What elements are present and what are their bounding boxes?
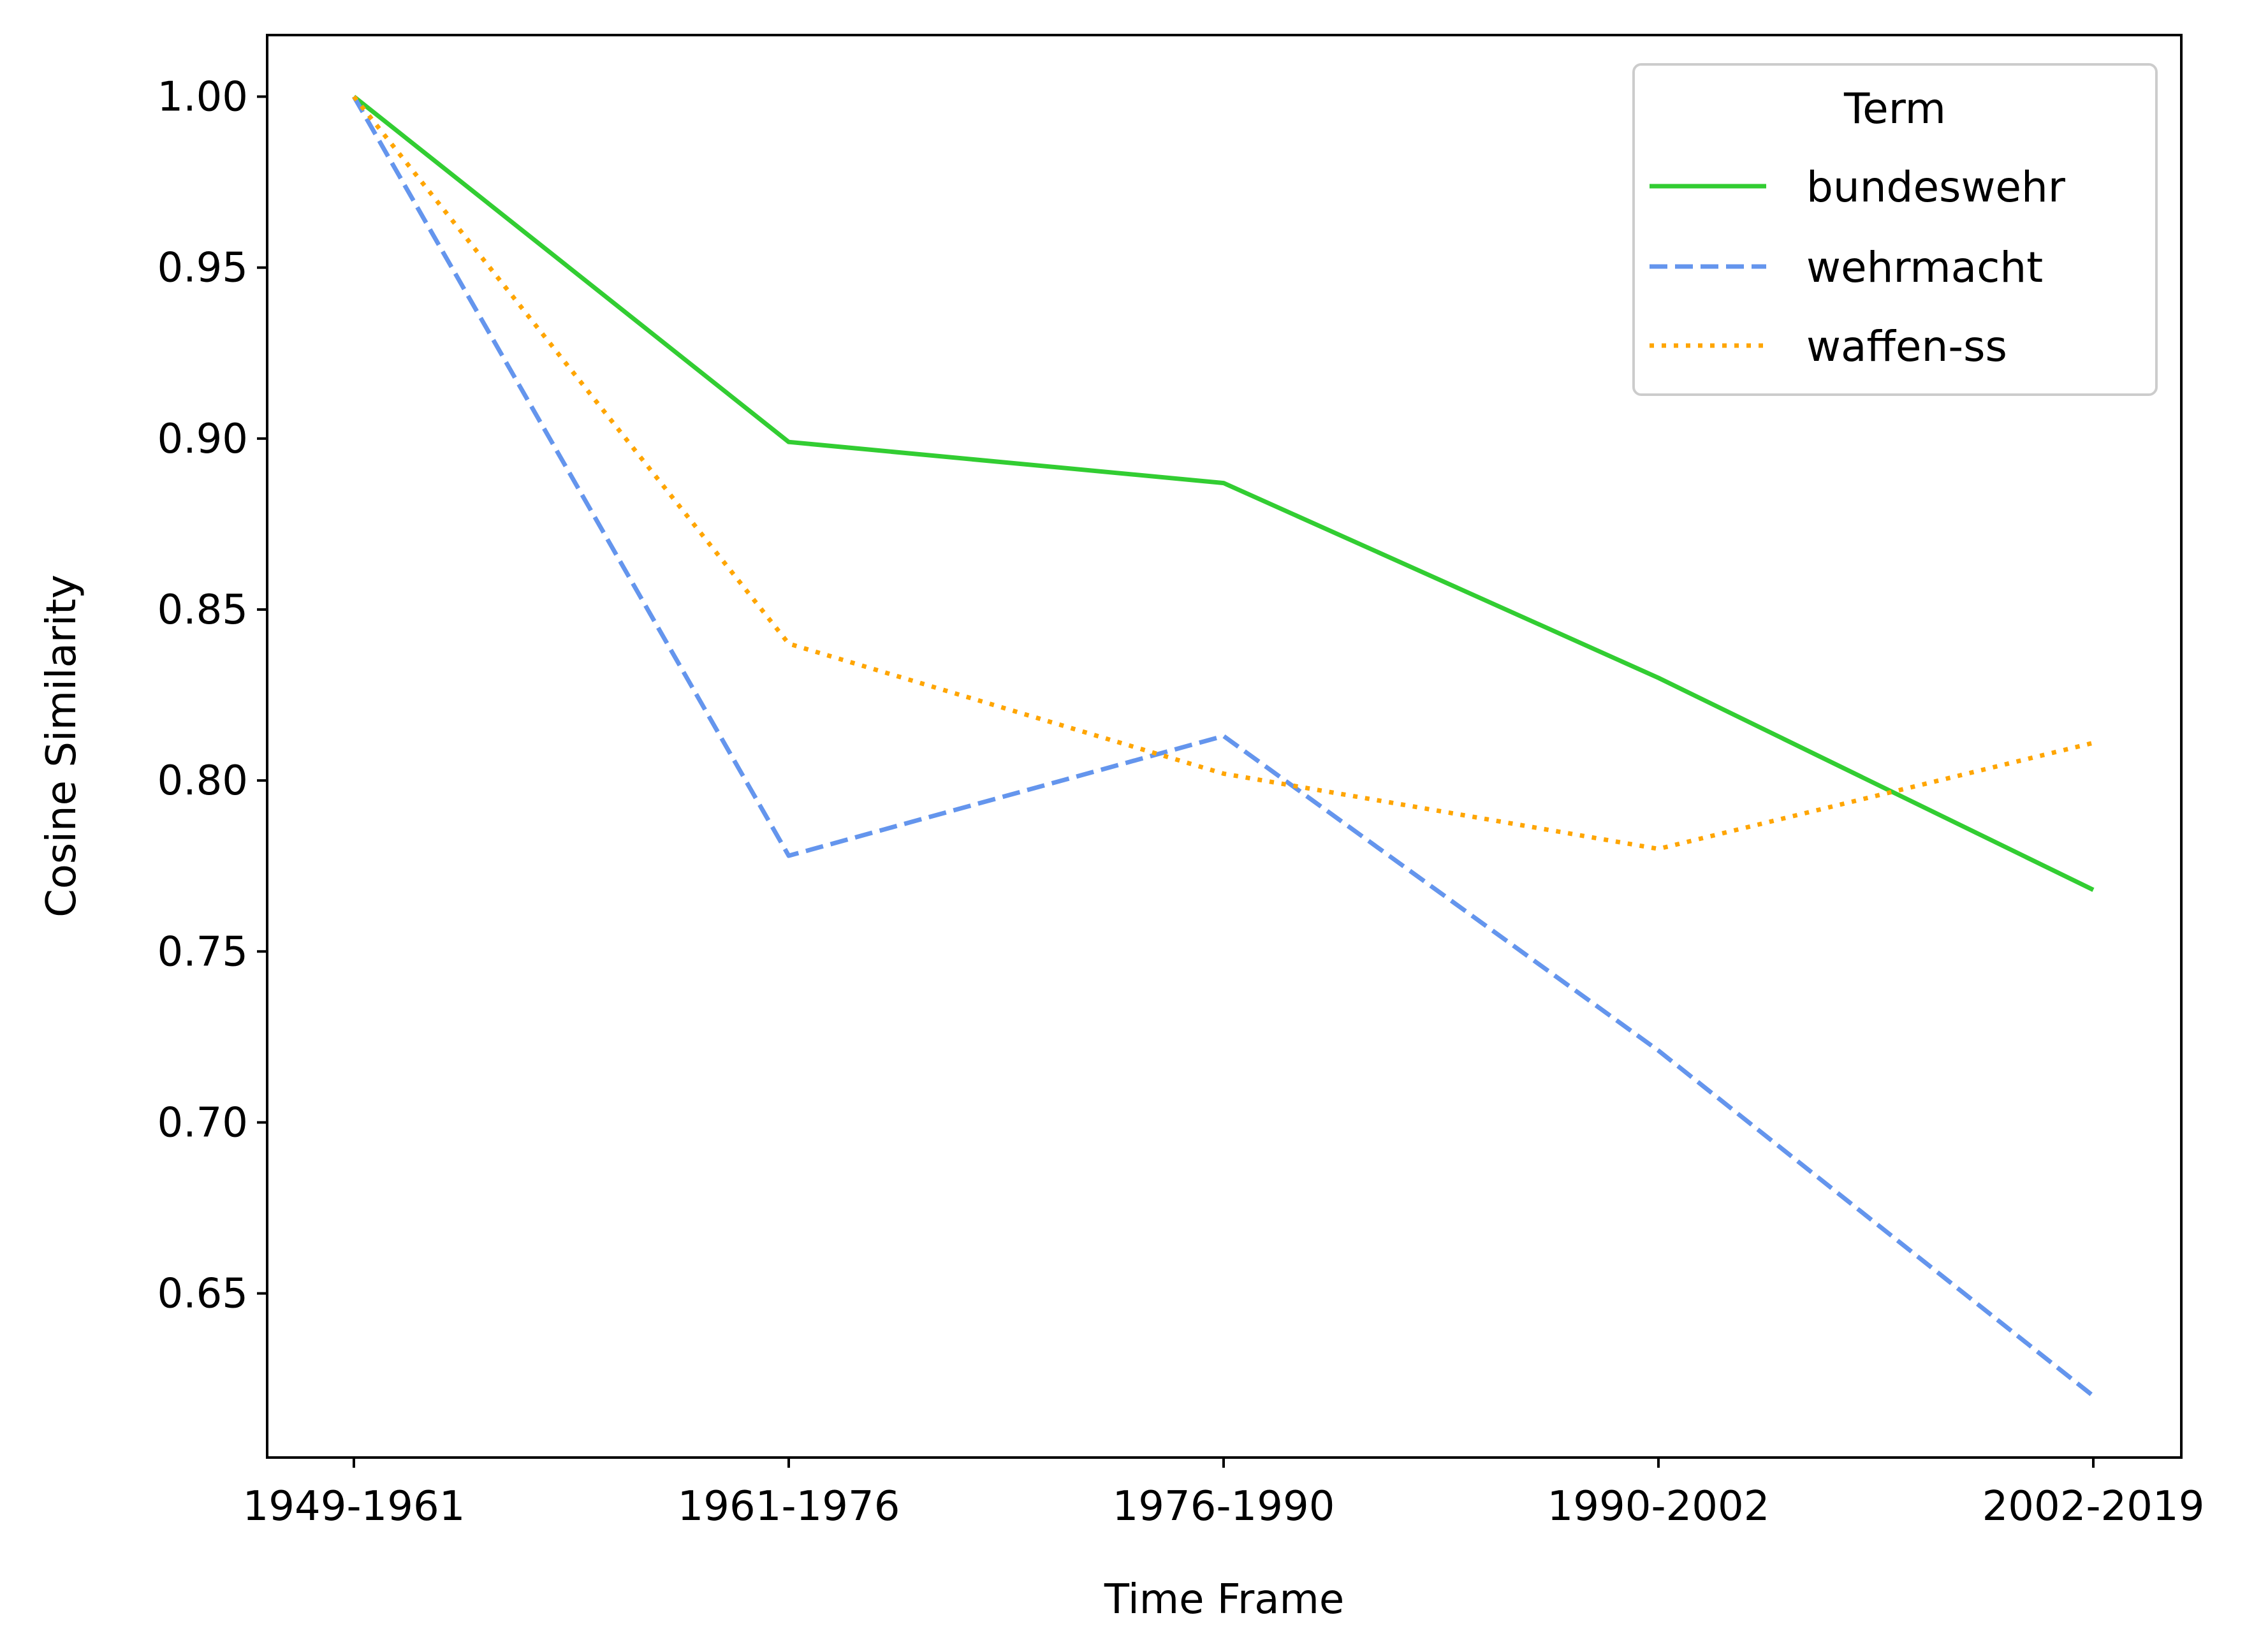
series-line-bundeswehr bbox=[352, 94, 2095, 892]
y-tick-label: 0.95 bbox=[157, 245, 249, 292]
x-tick-label: 1949-1961 bbox=[243, 1483, 465, 1530]
x-tick-label: 2002-2019 bbox=[1982, 1483, 2205, 1530]
legend-box bbox=[1632, 63, 2158, 396]
y-tick-label: 0.80 bbox=[157, 757, 249, 805]
x-axis-label: Time Frame bbox=[1104, 1576, 1344, 1623]
legend-label-waffen-ss: waffen-ss bbox=[1806, 322, 2007, 371]
y-axis-ticks: 0.65 0.70 0.75 0.80 0.85 0.90 0.95 1.00 bbox=[157, 74, 267, 1318]
legend-entry-wehrmacht: wehrmacht bbox=[1650, 243, 2043, 292]
legend-entry-waffen-ss: waffen-ss bbox=[1650, 322, 2007, 371]
x-tick-label: 1990-2002 bbox=[1548, 1483, 1770, 1530]
legend-label-bundeswehr: bundeswehr bbox=[1806, 163, 2066, 212]
legend: Term bundeswehr wehrmacht waffen-ss bbox=[1632, 63, 2158, 396]
legend-entry-bundeswehr: bundeswehr bbox=[1650, 163, 2066, 212]
plot-frame bbox=[266, 34, 2183, 1459]
y-tick-label: 1.00 bbox=[157, 74, 249, 121]
legend-title: Term bbox=[1843, 84, 1946, 133]
y-tick-label: 0.90 bbox=[157, 416, 249, 463]
x-tick-label: 1976-1990 bbox=[1113, 1483, 1335, 1530]
legend-label-wehrmacht: wehrmacht bbox=[1806, 243, 2043, 292]
series-line-wehrmacht bbox=[351, 95, 2095, 1398]
x-tick-label: 1961-1976 bbox=[678, 1483, 900, 1530]
y-tick-label: 0.70 bbox=[157, 1099, 249, 1146]
y-tick-label: 0.75 bbox=[157, 928, 249, 976]
series-lines bbox=[351, 94, 2095, 1398]
x-axis-ticks: 1949-1961 1961-1976 1976-1990 1990-2002 2002… bbox=[243, 1458, 2205, 1530]
y-tick-label: 0.85 bbox=[157, 587, 249, 634]
y-tick-label: 0.65 bbox=[157, 1271, 249, 1318]
series-line-waffen-ss bbox=[352, 95, 2094, 851]
y-axis-label: Cosine Similarity bbox=[38, 574, 85, 917]
